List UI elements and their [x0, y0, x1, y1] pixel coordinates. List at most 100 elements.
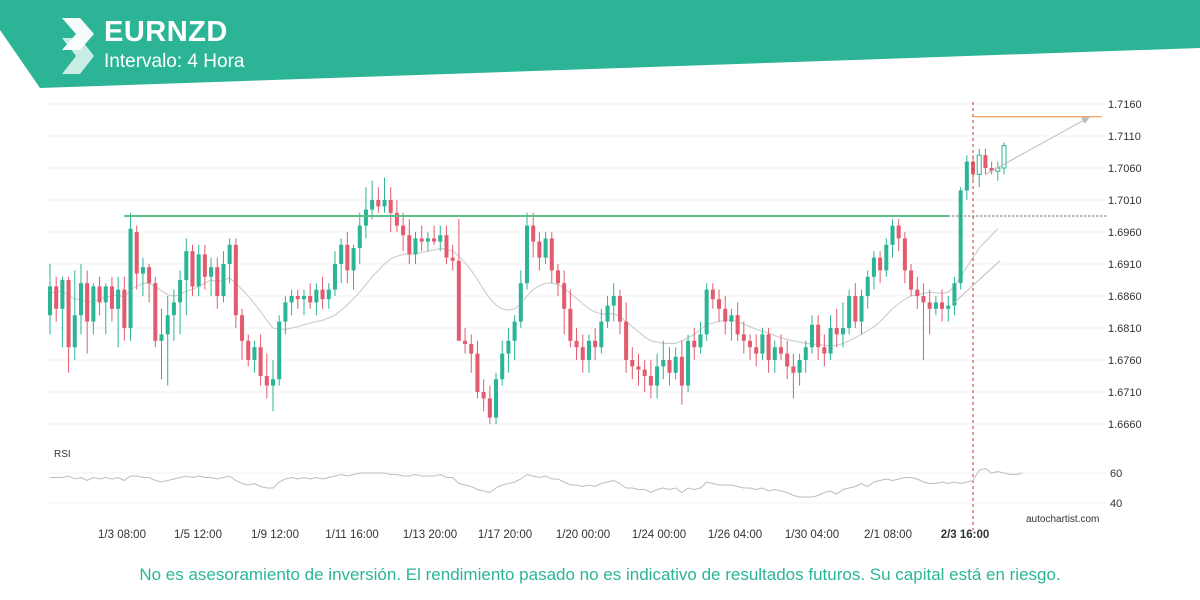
candle: [524, 212, 530, 290]
candle-body: [444, 235, 449, 258]
candle: [791, 353, 796, 399]
candle-body: [617, 296, 622, 322]
candle-body: [332, 264, 337, 290]
candle-body: [171, 302, 176, 316]
candle: [128, 212, 133, 341]
candle-body: [326, 289, 331, 300]
rsi-label: RSI: [54, 449, 71, 460]
candle-body: [983, 155, 988, 168]
candle: [847, 289, 852, 335]
price-tick-label: 1.6710: [1108, 387, 1142, 399]
candle: [301, 289, 307, 316]
candle: [469, 334, 474, 373]
price-tick-label: 1.6810: [1108, 323, 1142, 335]
candle-body: [190, 251, 195, 287]
candle: [487, 385, 492, 424]
candle-body: [78, 283, 83, 316]
candle: [512, 315, 517, 360]
candle: [828, 315, 833, 360]
candle: [363, 187, 368, 239]
candle-body: [122, 289, 127, 328]
autochartist-logo-icon: [62, 18, 94, 74]
candle-body: [543, 238, 548, 258]
candle: [871, 251, 876, 290]
candle-body: [686, 340, 691, 386]
candle: [976, 148, 982, 188]
candle-body: [506, 340, 511, 354]
candle: [624, 302, 629, 373]
candle: [165, 296, 170, 386]
candle: [153, 276, 158, 348]
candle: [549, 232, 554, 284]
candle-body: [555, 270, 560, 284]
price-tick-label: 1.6660: [1108, 419, 1142, 431]
candle: [754, 334, 759, 367]
candle-body: [215, 267, 220, 296]
candle-body: [692, 340, 697, 348]
candle: [116, 276, 121, 348]
candle: [320, 276, 325, 309]
sma-path: [49, 228, 999, 347]
candle-body: [1001, 145, 1007, 169]
candle-body: [816, 324, 821, 348]
candle: [494, 372, 499, 424]
candle-body: [772, 347, 777, 360]
candle: [704, 283, 709, 341]
candle: [983, 148, 988, 175]
forecast-arrow-head: [1081, 116, 1090, 124]
candle: [438, 225, 443, 252]
watermark: autochartist.com: [1026, 514, 1100, 525]
candle: [661, 340, 666, 380]
candle: [407, 219, 412, 264]
time-tick-label: 1/17 20:00: [478, 529, 532, 541]
candle-body: [586, 340, 591, 360]
candle-body: [370, 200, 375, 210]
candle: [47, 264, 53, 335]
candle-body: [363, 209, 368, 226]
candle: [345, 232, 350, 284]
rsi-panel: RSI 60 40: [48, 449, 1122, 510]
candle-body: [921, 296, 926, 303]
candle: [785, 340, 790, 380]
candle-body: [97, 286, 102, 303]
candle: [853, 283, 858, 328]
candle-body: [140, 267, 145, 274]
candle-body: [531, 225, 536, 242]
candle: [388, 187, 393, 232]
candle: [747, 334, 753, 360]
candle-body: [840, 328, 845, 335]
candle-body: [209, 267, 214, 277]
candle-body: [760, 334, 765, 354]
candle-body: [345, 244, 350, 271]
price-chart: 1.7160 1.7110 1.7060 1.7010 1.6960 1.6910 1.68…: [47, 99, 1142, 541]
candle: [196, 244, 201, 296]
candle: [890, 219, 895, 258]
candle: [432, 225, 437, 245]
candle: [995, 161, 1001, 181]
candle-body: [178, 280, 183, 303]
candle-body: [382, 200, 387, 207]
candle-body: [958, 190, 963, 284]
candle-body: [593, 340, 598, 348]
candle-body: [487, 398, 492, 418]
candle: [896, 219, 901, 252]
candle: [246, 334, 251, 367]
candle: [655, 353, 660, 399]
candle-body: [60, 280, 65, 309]
candle-body: [196, 254, 201, 287]
candle-body: [679, 356, 684, 386]
candle-body: [778, 347, 784, 354]
candle: [667, 347, 672, 386]
time-tick-label: 1/5 12:00: [174, 529, 222, 541]
candle: [630, 347, 635, 380]
candle-body: [673, 356, 678, 373]
candle: [878, 251, 883, 284]
candle-body: [91, 286, 96, 322]
candle: [605, 296, 610, 328]
candle-body: [661, 360, 666, 367]
candle-body: [351, 248, 356, 271]
candle-body: [258, 347, 263, 376]
candle-body: [240, 315, 245, 341]
candle: [215, 257, 220, 309]
candle-body: [47, 286, 53, 316]
